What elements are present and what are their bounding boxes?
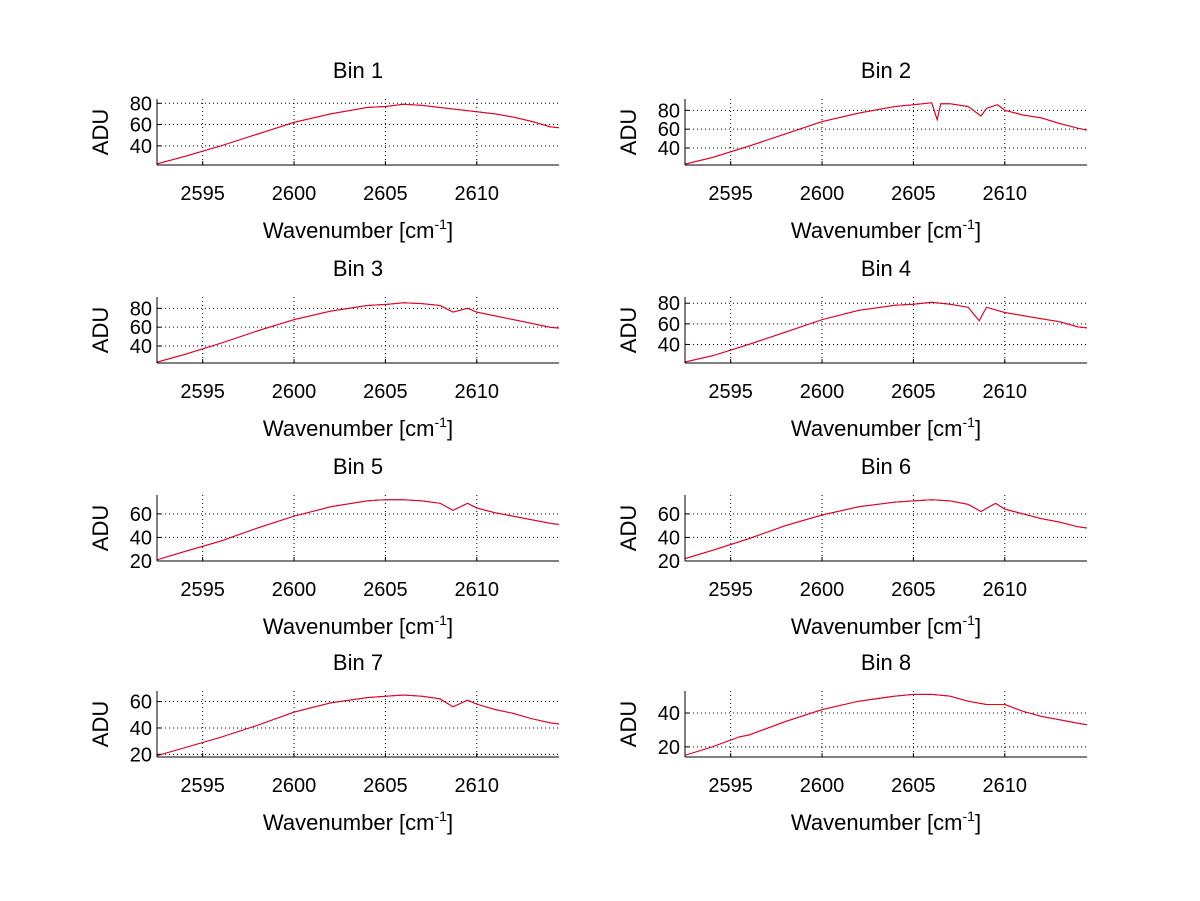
series-line-2 — [156, 302, 560, 363]
x-tick-label: 2610 — [983, 579, 1028, 601]
x-tick-label: 2605 — [363, 775, 408, 797]
x-tick-label: 2595 — [708, 183, 753, 205]
x-tick-label: 2600 — [272, 183, 317, 205]
y-tick-label: 40 — [130, 336, 152, 358]
y-tick-label: 40 — [658, 527, 680, 549]
y-tick-label: 60 — [658, 119, 680, 141]
y-tick-label: 20 — [130, 551, 152, 573]
x-tick-label: 2595 — [180, 579, 225, 601]
y-tick-label: 40 — [130, 718, 152, 740]
x-tick-label: 2610 — [455, 381, 500, 403]
x-tick-label: 2595 — [708, 775, 753, 797]
x-axis-label: Wavenumber [cm-1] — [263, 808, 453, 835]
y-tick-label: 60 — [130, 115, 152, 137]
x-axis-label: Wavenumber [cm-1] — [263, 414, 453, 441]
subplot-title: Bin 5 — [333, 454, 383, 479]
x-tick-label: 2605 — [891, 381, 936, 403]
y-tick-label: 80 — [658, 100, 680, 122]
x-tick-label: 2605 — [891, 775, 936, 797]
y-axis-label: ADU — [616, 505, 641, 551]
x-axis-label: Wavenumber [cm-1] — [263, 612, 453, 639]
x-tick-label: 2605 — [891, 183, 936, 205]
x-tick-label: 2605 — [891, 579, 936, 601]
y-axis-label: ADU — [616, 307, 641, 353]
y-tick-label: 40 — [130, 136, 152, 158]
x-axis-label: Wavenumber [cm-1] — [263, 216, 453, 243]
series-line-2 — [684, 102, 1088, 165]
x-tick-label: 2595 — [708, 381, 753, 403]
subplot-title: Bin 2 — [861, 58, 911, 83]
y-tick-label: 20 — [658, 551, 680, 573]
y-axis-label: ADU — [88, 505, 113, 551]
x-tick-label: 2605 — [363, 381, 408, 403]
y-axis-label: ADU — [616, 109, 641, 155]
x-tick-label: 2600 — [800, 381, 845, 403]
x-tick-label: 2610 — [983, 775, 1028, 797]
y-tick-label: 60 — [130, 317, 152, 339]
subplot-title: Bin 7 — [333, 650, 383, 675]
subplot-title: Bin 8 — [861, 650, 911, 675]
series-line-2 — [156, 694, 560, 757]
y-tick-label: 80 — [130, 298, 152, 320]
x-tick-label: 2595 — [180, 381, 225, 403]
y-axis-label: ADU — [616, 701, 641, 747]
y-tick-label: 60 — [130, 504, 152, 526]
subplot-bin-7: 2595 2600 2605 2610 20 40 60 Bin 7 Wavenumber [c… — [88, 650, 560, 835]
y-axis-label: ADU — [88, 701, 113, 747]
y-axis-label: ADU — [88, 109, 113, 155]
y-tick-label: 20 — [130, 744, 152, 766]
x-tick-label: 2600 — [272, 775, 317, 797]
subplot-title: Bin 1 — [333, 58, 383, 83]
y-tick-label: 60 — [658, 504, 680, 526]
x-tick-label: 2595 — [180, 775, 225, 797]
y-tick-label: 20 — [658, 737, 680, 759]
x-tick-label: 2600 — [272, 579, 317, 601]
series-line-2 — [156, 103, 560, 165]
y-tick-label: 40 — [130, 527, 152, 549]
subplot-title: Bin 6 — [861, 454, 911, 479]
x-tick-label: 2595 — [180, 183, 225, 205]
series-line-2 — [684, 301, 1088, 363]
x-axis-label: Wavenumber [cm-1] — [791, 612, 981, 639]
x-tick-label: 2605 — [363, 183, 408, 205]
series-line-2 — [156, 499, 560, 561]
x-tick-label: 2610 — [983, 381, 1028, 403]
series-line-2 — [684, 499, 1088, 560]
series-line-2 — [684, 693, 1088, 756]
y-tick-label: 40 — [658, 334, 680, 356]
x-axis-label: Wavenumber [cm-1] — [791, 808, 981, 835]
y-tick-label: 40 — [658, 703, 680, 725]
x-tick-label: 2610 — [455, 579, 500, 601]
x-tick-label: 2595 — [708, 579, 753, 601]
x-tick-label: 2610 — [455, 183, 500, 205]
x-tick-label: 2610 — [455, 775, 500, 797]
y-tick-label: 80 — [658, 293, 680, 315]
x-tick-label: 2605 — [363, 579, 408, 601]
x-tick-label: 2600 — [800, 183, 845, 205]
x-tick-label: 2600 — [800, 775, 845, 797]
subplot-title: Bin 3 — [333, 256, 383, 281]
subplot-bin-8: 2595 2600 2605 2610 20 40 Bin 8 Wavenumber [cm-… — [616, 650, 1088, 835]
x-axis-label: Wavenumber [cm-1] — [791, 216, 981, 243]
x-tick-label: 2600 — [800, 579, 845, 601]
x-tick-label: 2600 — [272, 381, 317, 403]
y-tick-label: 80 — [130, 93, 152, 115]
y-axis-label: ADU — [88, 307, 113, 353]
y-tick-label: 60 — [130, 692, 152, 714]
x-axis-label: Wavenumber [cm-1] — [791, 414, 981, 441]
x-tick-label: 2610 — [983, 183, 1028, 205]
y-tick-label: 40 — [658, 138, 680, 160]
y-tick-label: 60 — [658, 314, 680, 336]
subplot-title: Bin 4 — [861, 256, 911, 281]
